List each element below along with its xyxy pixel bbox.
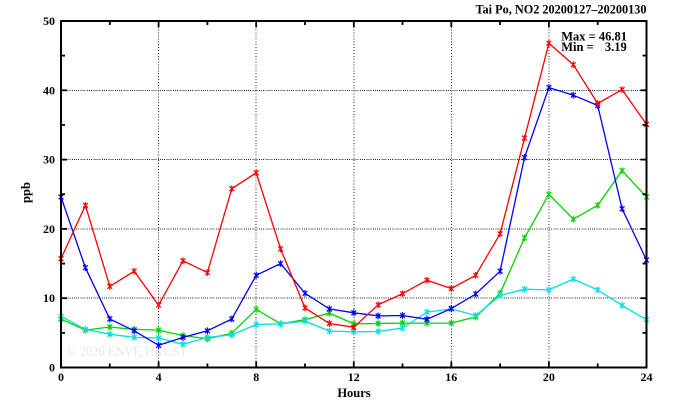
svg-text:0: 0 xyxy=(49,361,55,375)
svg-text:Max = 46.81: Max = 46.81 xyxy=(561,29,627,43)
svg-text:12: 12 xyxy=(348,370,360,384)
svg-text:Tai Po, NO2 20200127–20200130: Tai Po, NO2 20200127–20200130 xyxy=(476,2,647,17)
svg-text:3.19: 3.19 xyxy=(605,40,627,54)
svg-text:10: 10 xyxy=(43,291,55,305)
svg-text:Hours: Hours xyxy=(337,386,370,400)
svg-text:24: 24 xyxy=(641,370,653,384)
svg-text:Min =: Min = xyxy=(561,40,593,54)
svg-text:© 2026 ENVF, HKUST: © 2026 ENVF, HKUST xyxy=(67,344,187,360)
svg-text:4: 4 xyxy=(156,370,162,384)
svg-text:ppb: ppb xyxy=(19,182,33,203)
svg-text:30: 30 xyxy=(43,153,55,167)
svg-text:8: 8 xyxy=(253,370,259,384)
svg-text:50: 50 xyxy=(43,14,55,28)
svg-text:40: 40 xyxy=(43,83,55,97)
svg-text:20: 20 xyxy=(543,370,555,384)
svg-text:20: 20 xyxy=(43,222,55,236)
svg-text:0: 0 xyxy=(58,370,64,384)
svg-text:16: 16 xyxy=(445,370,457,384)
